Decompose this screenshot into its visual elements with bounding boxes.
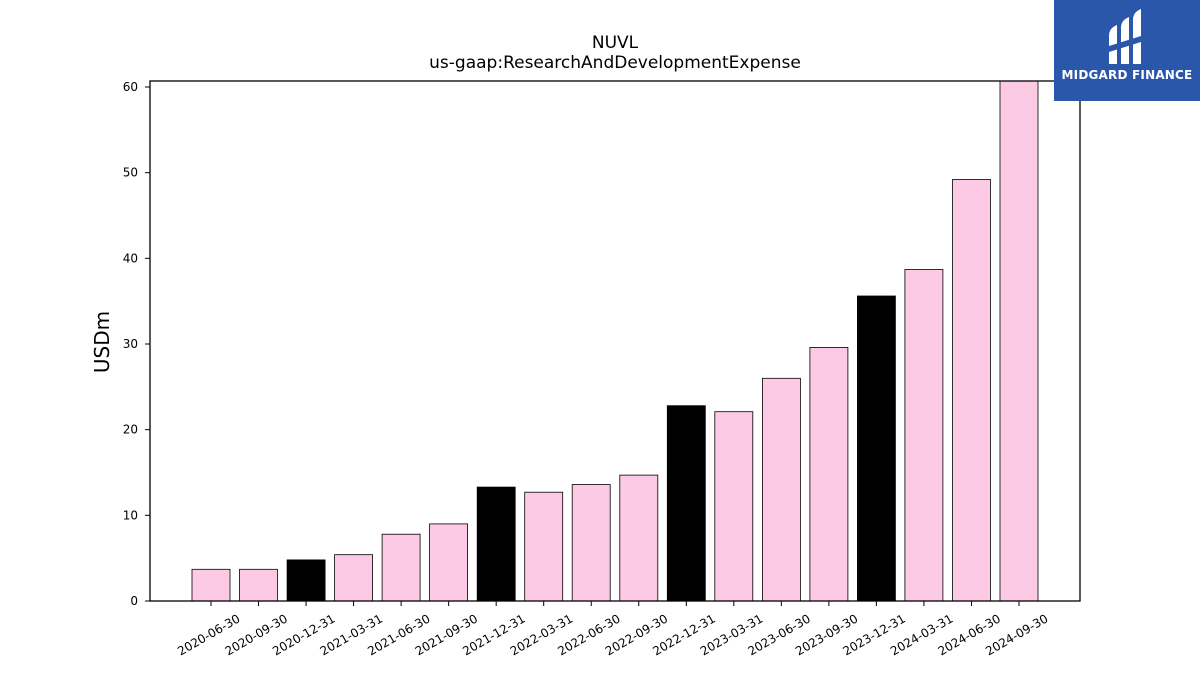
- bar-2022-03-31: [524, 491, 564, 602]
- bar-2022-06-30: [571, 484, 611, 602]
- y-ticks-group: 0 10 20 30 40 50 60: [123, 80, 150, 608]
- plot-frame: [149, 80, 1081, 602]
- midgard-logo-icon: [1109, 9, 1141, 64]
- bar-2020-12-31: [286, 559, 326, 602]
- bars-group: [191, 80, 1039, 602]
- y-tick-label: 30: [123, 337, 138, 351]
- y-tick-label: 40: [123, 251, 138, 265]
- bar-2020-06-30: [191, 568, 231, 602]
- bar-2024-06-30: [952, 179, 991, 602]
- y-tick-label: 20: [123, 423, 138, 437]
- midgard-finance-logo: MIDGARD FINANCE: [1054, 0, 1200, 101]
- logo-text: MIDGARD FINANCE: [1061, 68, 1193, 82]
- bar-2022-12-31: [666, 405, 706, 602]
- bar-2021-03-31: [334, 554, 374, 602]
- bar-2022-09-30: [619, 474, 659, 602]
- y-axis-label: USDm: [90, 311, 114, 373]
- bar-2020-09-30: [239, 568, 278, 602]
- y-tick-label: 10: [123, 508, 138, 522]
- y-tick-label: 50: [123, 166, 138, 180]
- bar-2024-09-30: [999, 80, 1039, 602]
- bar-2021-09-30: [429, 523, 469, 602]
- bar-2021-06-30: [381, 533, 421, 602]
- chart-subtitle: us-gaap:ResearchAndDevelopmentExpense: [429, 53, 801, 73]
- bar-2021-12-31: [476, 486, 516, 602]
- bar-2023-09-30: [809, 346, 849, 602]
- bar-2023-03-31: [714, 411, 754, 602]
- x-ticks-group: 2020-06-302020-09-302020-12-312021-03-31…: [175, 601, 1051, 658]
- chart-title: NUVL: [592, 33, 639, 53]
- bar-2024-03-31: [904, 269, 944, 602]
- bar-2023-12-31: [857, 295, 896, 602]
- bar-2023-06-30: [762, 377, 801, 602]
- y-tick-label: 60: [123, 80, 138, 94]
- y-tick-label: 0: [130, 594, 138, 608]
